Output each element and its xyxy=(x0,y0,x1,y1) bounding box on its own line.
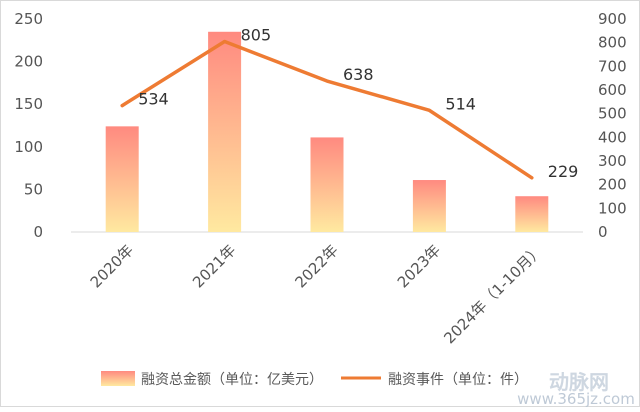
right-axis-tick-label: 300 xyxy=(598,152,627,170)
line-point xyxy=(325,79,329,83)
left-axis-tick-label: 150 xyxy=(14,95,43,113)
left-axis-tick-label: 100 xyxy=(14,138,43,156)
legend-bar-label: 融资总金额（单位：亿美元） xyxy=(141,372,323,388)
right-axis-tick-label: 700 xyxy=(598,57,627,75)
category-label: 2022年 xyxy=(291,241,341,291)
legend-line-label: 融资事件（单位：件） xyxy=(388,372,528,388)
bar xyxy=(515,196,549,232)
line-point xyxy=(427,108,431,112)
line-data-label: 638 xyxy=(343,65,374,84)
line-data-labels: 534 805 638 514 229 xyxy=(138,25,578,180)
watermark-url: www.365jz.com xyxy=(517,390,635,408)
bar-series xyxy=(105,31,549,233)
legend-bar-swatch xyxy=(101,371,135,386)
left-axis-tick-label: 200 xyxy=(14,53,43,71)
watermark: 动脉网 www.365jz.com xyxy=(517,370,635,408)
category-label: 2023年 xyxy=(394,241,444,291)
line-point xyxy=(120,104,124,108)
right-axis-tick-label: 800 xyxy=(598,34,627,52)
right-axis-tick-label: 600 xyxy=(598,81,627,99)
category-label: 2020年 xyxy=(87,241,137,291)
category-label: 2024年（1-10月） xyxy=(440,241,546,347)
watermark-brand: 动脉网 xyxy=(549,370,609,394)
line-point xyxy=(223,39,227,43)
right-axis-tick-label: 400 xyxy=(598,128,627,146)
line-data-label: 805 xyxy=(241,25,272,44)
right-axis-tick-label: 200 xyxy=(598,176,627,194)
line-series xyxy=(120,39,534,180)
bar xyxy=(310,137,344,232)
line-data-label: 514 xyxy=(445,94,476,113)
left-axis-tick-label: 0 xyxy=(33,223,43,241)
line-point xyxy=(530,176,534,180)
bar xyxy=(208,31,242,233)
right-axis-tick-label: 500 xyxy=(598,105,627,123)
bar xyxy=(412,180,446,232)
left-axis-tick-label: 50 xyxy=(24,180,43,198)
bar xyxy=(105,126,139,232)
right-axis-tick-label: 900 xyxy=(598,10,627,28)
legend: 融资总金额（单位：亿美元） 融资事件（单位：件） xyxy=(101,371,528,388)
line-data-label: 534 xyxy=(138,90,169,109)
line-data-label: 229 xyxy=(548,162,579,181)
left-axis-tick-label: 250 xyxy=(14,10,43,28)
right-axis-tick-label: 0 xyxy=(598,223,608,241)
left-axis-ticks: 0 50 100 150 200 250 xyxy=(14,10,43,241)
right-axis-ticks: 0 100 200 300 400 500 600 700 800 900 xyxy=(598,10,627,241)
category-label: 2021年 xyxy=(189,241,239,291)
right-axis-tick-label: 100 xyxy=(598,199,627,217)
